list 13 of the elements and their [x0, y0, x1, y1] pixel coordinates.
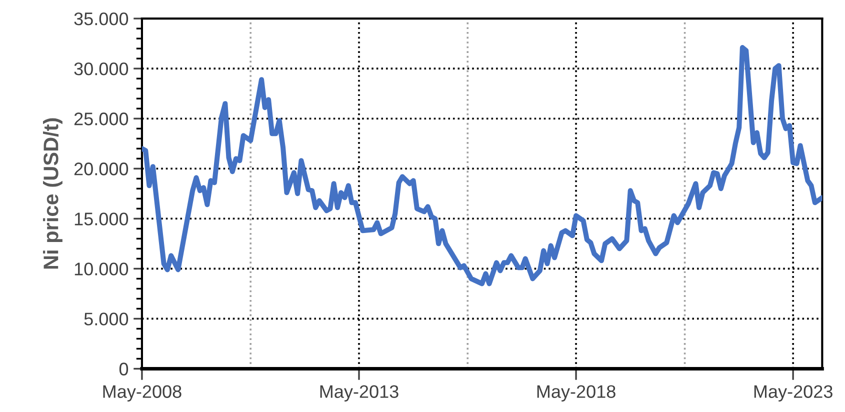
x-tick-label: May-2008 — [103, 385, 182, 402]
y-tick-label: 0 — [119, 362, 128, 376]
y-tick-label: 25.000 — [74, 112, 128, 126]
y-tick-label: 35.000 — [74, 12, 128, 26]
y-tick-label: 5.000 — [84, 312, 128, 326]
x-tick-label: May-2023 — [754, 385, 832, 402]
y-tick-label: 10.000 — [74, 262, 128, 276]
y-axis-title: Ni price (USD/t) — [43, 118, 62, 269]
x-tick-label: May-2018 — [537, 385, 616, 402]
y-tick-label: 20.000 — [74, 162, 128, 176]
y-tick-label: 30.000 — [74, 62, 128, 76]
y-tick-label: 15.000 — [74, 212, 128, 226]
x-tick-label: May-2013 — [320, 385, 398, 402]
